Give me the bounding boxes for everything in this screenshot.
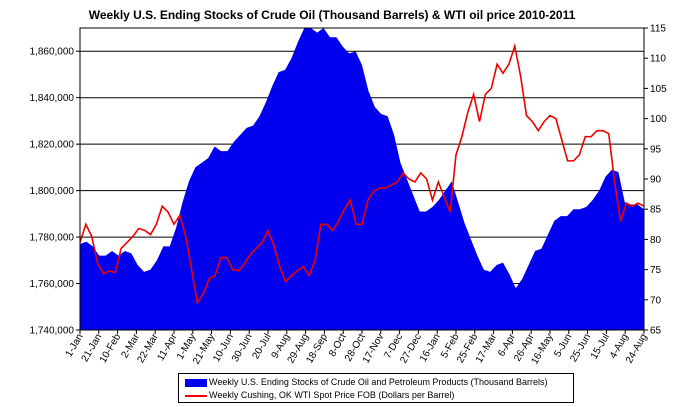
legend-line-label: Weekly Cushing, OK WTI Spot Price FOB (D… <box>209 390 455 400</box>
wti-price-line <box>79 42 645 305</box>
x-tick-label-10: 20-Jul <box>250 332 273 361</box>
left-tick-label-3: 1,800,000 <box>30 186 75 197</box>
right-tick-label-0: 65 <box>650 326 662 337</box>
x-tick-label-28: 15-Jul <box>589 332 612 361</box>
right-tick-label-1: 70 <box>650 295 662 306</box>
legend-area-label: Weekly U.S. Ending Stocks of Crude Oil a… <box>209 377 548 387</box>
x-axis-ticks: 1-Jan21-Jan10-Feb2-Mar22-Mar11-Apr1-May2… <box>64 330 650 366</box>
legend-area-swatch <box>185 378 207 387</box>
right-tick-label-8: 105 <box>650 84 667 95</box>
right-axis-ticks: 65 70 75 80 85 90 95 100 105 110 115 <box>644 24 667 337</box>
stocks-area <box>80 28 644 330</box>
left-tick-label-4: 1,820,000 <box>30 140 75 151</box>
wti-price-line-series <box>79 42 645 305</box>
stocks-area-series <box>80 28 644 330</box>
right-tick-label-5: 90 <box>650 175 662 186</box>
left-tick-label-0: 1,740,000 <box>30 326 75 337</box>
right-tick-label-9: 110 <box>650 54 666 65</box>
left-axis-ticks: 1,740,000 1,760,000 1,780,000 1,800,000 1,82… <box>30 47 80 337</box>
left-tick-label-6: 1,860,000 <box>30 47 75 58</box>
x-tick-label-5: 11-Apr <box>155 331 179 362</box>
legend-entry-stocks: Weekly U.S. Ending Stocks of Crude Oil a… <box>185 376 547 389</box>
left-tick-label-1: 1,760,000 <box>30 279 75 290</box>
right-tick-label-10: 115 <box>650 24 666 35</box>
right-tick-label-2: 75 <box>650 265 662 276</box>
right-tick-label-4: 85 <box>650 205 662 216</box>
legend-line-swatch <box>185 394 207 397</box>
right-tick-label-7: 100 <box>650 114 667 125</box>
right-tick-label-6: 95 <box>650 144 662 155</box>
chart-title: Weekly U.S. Ending Stocks of Crude Oil (… <box>89 8 576 22</box>
left-tick-label-2: 1,780,000 <box>30 233 75 244</box>
left-tick-label-5: 1,840,000 <box>30 93 75 104</box>
legend: Weekly U.S. Ending Stocks of Crude Oil a… <box>178 373 574 403</box>
legend-entry-wti: Weekly Cushing, OK WTI Spot Price FOB (D… <box>185 389 454 402</box>
right-tick-label-3: 80 <box>650 235 662 246</box>
